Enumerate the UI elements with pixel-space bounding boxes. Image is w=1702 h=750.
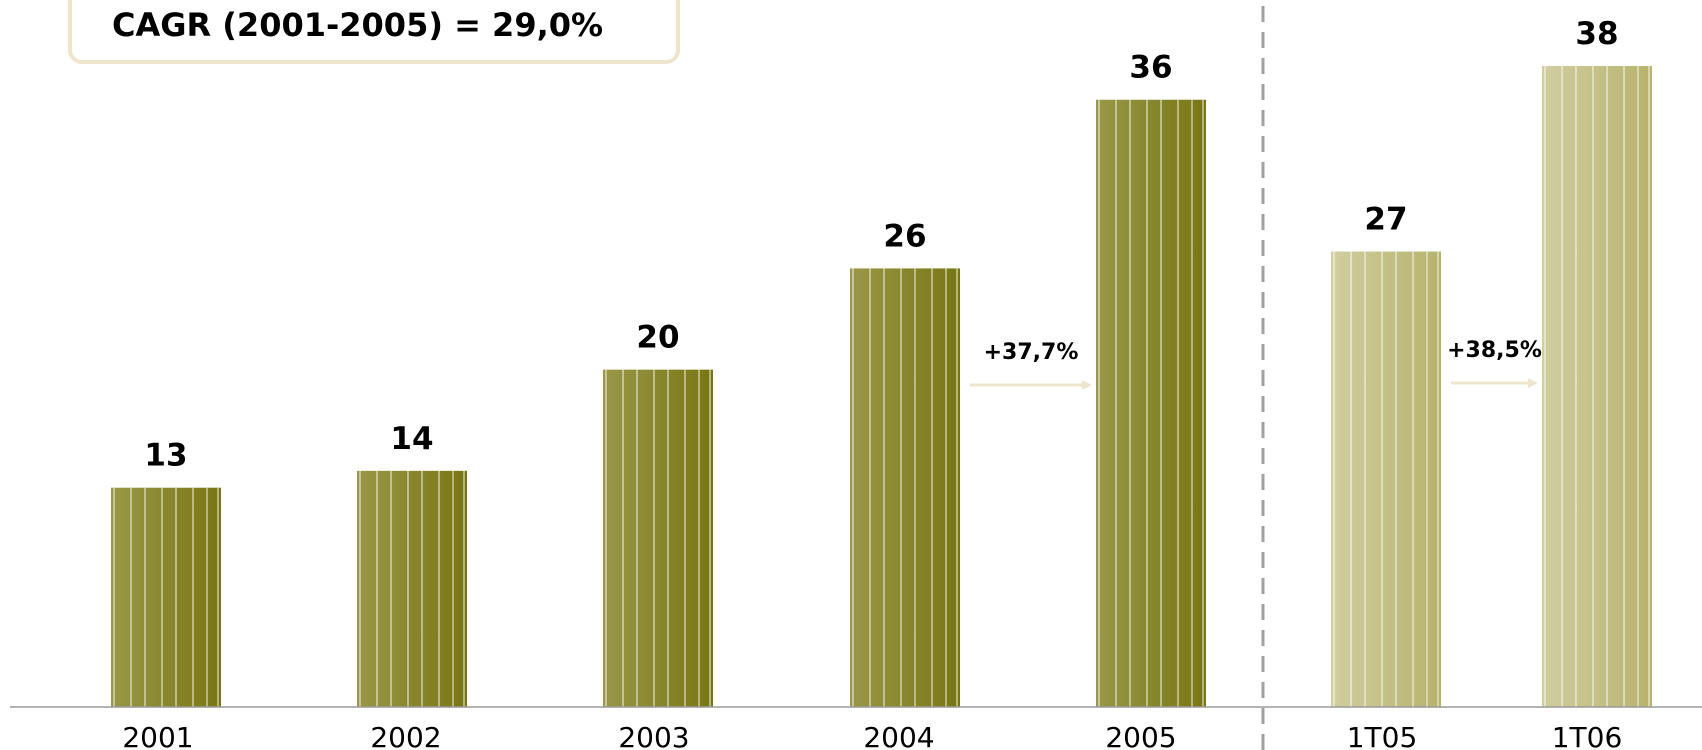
bar-2004 <box>850 268 960 707</box>
bar-rect <box>1096 99 1206 708</box>
bar-rect <box>1331 251 1441 708</box>
bar-2001 <box>111 487 221 707</box>
category-label-2002: 2002 <box>370 721 441 750</box>
growth-annotation-1T05-1T06: +38,5% <box>1447 338 1542 388</box>
bar-2003 <box>603 369 713 707</box>
bar-1T06 <box>1542 66 1652 707</box>
bar-rect <box>1542 66 1652 707</box>
category-label-2001: 2001 <box>122 721 193 750</box>
bar-rect <box>357 470 467 707</box>
value-label-2002: 14 <box>390 421 433 457</box>
bar-rect <box>850 268 960 707</box>
category-label-2004: 2004 <box>863 721 934 750</box>
bar-rect <box>111 487 221 707</box>
category-label-1T06: 1T06 <box>1552 721 1623 750</box>
value-label-2005: 36 <box>1129 50 1172 86</box>
value-label-1T06: 38 <box>1575 16 1618 52</box>
category-label-1T05: 1T05 <box>1347 721 1418 750</box>
cagr-box: CAGR (2001-2005) = 29,0% <box>68 0 680 64</box>
value-label-2004: 26 <box>883 218 926 254</box>
growth-annotation-2004-2005: +37,7% <box>970 340 1092 390</box>
category-label-2005: 2005 <box>1105 721 1176 750</box>
bar-2002 <box>357 470 467 707</box>
value-label-2003: 20 <box>636 320 679 356</box>
bar-rect <box>603 369 713 707</box>
cagr-label: CAGR (2001-2005) = 29,0% <box>112 6 604 44</box>
growth-label: +37,7% <box>984 340 1079 365</box>
bar-1T05 <box>1331 251 1441 708</box>
growth-label: +38,5% <box>1447 338 1542 363</box>
bar-2005 <box>1096 99 1206 708</box>
value-label-1T05: 27 <box>1364 202 1407 238</box>
value-label-2001: 13 <box>144 438 187 474</box>
category-label-2003: 2003 <box>618 721 689 750</box>
